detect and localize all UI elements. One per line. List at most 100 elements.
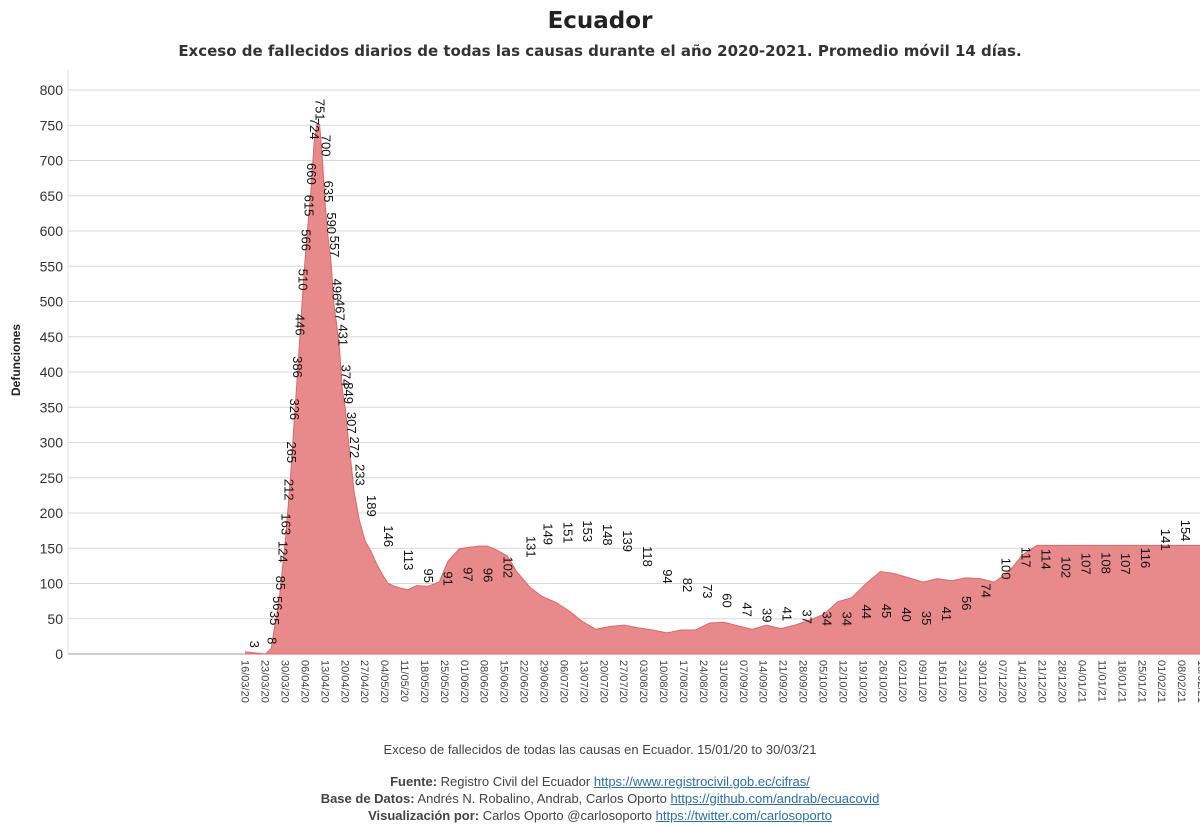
data-label: 74	[979, 583, 994, 597]
data-label: 496	[330, 279, 345, 301]
credits-database-line: Base de Datos: Andrés N. Robalino, Andra…	[0, 790, 1200, 807]
x-tick-label: 20/04/20	[338, 660, 350, 703]
viz-label: Visualización por:	[368, 808, 480, 823]
data-label: 374	[338, 365, 353, 387]
x-tick-label: 31/08/20	[717, 660, 729, 703]
data-label: 307	[344, 412, 359, 434]
x-tick-label: 04/05/20	[378, 660, 390, 703]
data-label: 615	[301, 195, 316, 217]
data-label: 510	[296, 269, 311, 291]
data-label: 272	[347, 437, 362, 459]
viz-link[interactable]: https://twitter.com/carlosoporto	[655, 808, 832, 823]
x-tick-label: 21/12/20	[1036, 660, 1048, 703]
x-tick-label: 27/04/20	[358, 660, 370, 703]
x-tick-label: 13/07/20	[577, 660, 589, 703]
data-label: 265	[284, 441, 299, 463]
source-text: Registro Civil del Ecuador	[440, 774, 591, 789]
x-tick-label: 14/12/20	[1016, 660, 1028, 703]
x-tick-label: 08/02/21	[1175, 660, 1187, 703]
x-tick-label: 06/04/20	[298, 660, 310, 703]
y-tick-label: 750	[40, 117, 64, 133]
data-label: 56	[959, 596, 974, 610]
chart-title: Ecuador	[547, 8, 653, 34]
x-tick-label: 18/01/21	[1115, 660, 1127, 703]
data-label: 233	[353, 464, 368, 486]
y-tick-label: 450	[40, 329, 64, 345]
x-tick-label: 28/12/20	[1056, 660, 1068, 703]
data-label: 8	[264, 637, 279, 644]
x-tick-label: 14/09/20	[757, 660, 769, 703]
database-text: Andrés N. Robalino, Andrab, Carlos Oport…	[417, 791, 667, 806]
data-label: 446	[293, 314, 308, 336]
data-label: 35	[267, 611, 282, 625]
x-tick-label: 04/01/21	[1076, 660, 1088, 703]
x-tick-label: 25/01/21	[1135, 660, 1147, 703]
data-label: 107	[1118, 553, 1133, 575]
data-label: 386	[290, 356, 305, 378]
x-tick-label: 16/03/20	[239, 660, 251, 703]
data-label: 108	[1098, 552, 1113, 574]
x-tick-label: 02/11/20	[896, 660, 908, 702]
data-label: 97	[461, 567, 476, 581]
y-tick-label: 250	[40, 470, 64, 486]
x-tick-label: 17/08/20	[677, 660, 689, 703]
data-label: 139	[620, 530, 635, 552]
x-tick-label: 28/09/20	[797, 660, 809, 703]
data-label: 163	[278, 513, 293, 535]
y-tick-label: 650	[40, 188, 64, 204]
x-tick-label: 15/06/20	[498, 660, 510, 703]
x-tick-label: 12/10/20	[836, 660, 848, 703]
y-tick-label: 700	[40, 153, 64, 169]
data-label: 212	[281, 479, 296, 501]
data-label: 118	[640, 546, 655, 567]
data-label: 44	[859, 605, 874, 619]
x-tick-label: 13/04/20	[318, 660, 330, 703]
data-label: 116	[1138, 547, 1153, 568]
data-label: 73	[700, 584, 715, 598]
x-tick-label: 10/08/20	[657, 660, 669, 703]
y-tick-label: 550	[40, 258, 64, 274]
x-tick-label: 16/11/20	[936, 660, 948, 702]
data-label: 107	[1078, 553, 1093, 575]
source-link[interactable]: https://www.registrocivil.gob.ec/cifras/	[593, 774, 810, 789]
x-tick-label: 29/06/20	[538, 660, 550, 703]
x-tick-label: 20/07/20	[597, 660, 609, 703]
x-tick-label: 30/03/20	[278, 660, 290, 703]
data-label: 154	[1178, 520, 1193, 542]
database-link[interactable]: https://github.com/andrab/ecuacovid	[670, 791, 880, 806]
data-label: 149	[540, 523, 555, 545]
y-tick-label: 350	[40, 399, 64, 415]
x-tick-label: 15/02/21	[1195, 660, 1200, 703]
data-label: 34	[819, 612, 834, 626]
x-tick-label: 06/07/20	[557, 660, 569, 703]
y-tick-label: 150	[40, 540, 64, 556]
x-tick-label: 03/08/20	[637, 660, 649, 703]
data-label: 94	[660, 569, 675, 583]
data-label: 148	[600, 524, 615, 546]
x-tick-label: 05/10/20	[816, 660, 828, 703]
x-tick-label: 22/06/20	[518, 660, 530, 703]
data-label: 3	[247, 641, 262, 648]
data-label: 326	[287, 398, 302, 420]
data-label: 141	[1158, 529, 1173, 551]
data-label: 660	[304, 163, 319, 185]
data-label: 47	[740, 602, 755, 616]
x-tick-label: 01/06/20	[458, 660, 470, 703]
x-tick-label: 11/05/20	[398, 660, 410, 702]
x-tick-label: 08/06/20	[478, 660, 490, 703]
data-label: 41	[939, 607, 954, 621]
data-label: 635	[321, 181, 336, 203]
x-tick-label: 09/11/20	[916, 660, 928, 702]
x-tick-label: 07/09/20	[737, 660, 749, 703]
data-label: 146	[381, 525, 396, 547]
area-chart: 0 50 100 150 200 250 300 350 400 450 500 550 600 650 7…	[9, 70, 1200, 703]
data-label: 40	[899, 607, 914, 621]
credits-block: Fuente: Registro Civil del Ecuador https…	[0, 773, 1200, 824]
y-tick-label: 200	[40, 505, 64, 521]
x-tick-label: 24/08/20	[697, 660, 709, 703]
x-tick-label: 01/02/21	[1155, 660, 1167, 703]
source-label: Fuente:	[390, 774, 438, 789]
data-label: 56	[270, 596, 285, 610]
data-label: 557	[327, 236, 342, 258]
database-label: Base de Datos:	[320, 791, 415, 806]
